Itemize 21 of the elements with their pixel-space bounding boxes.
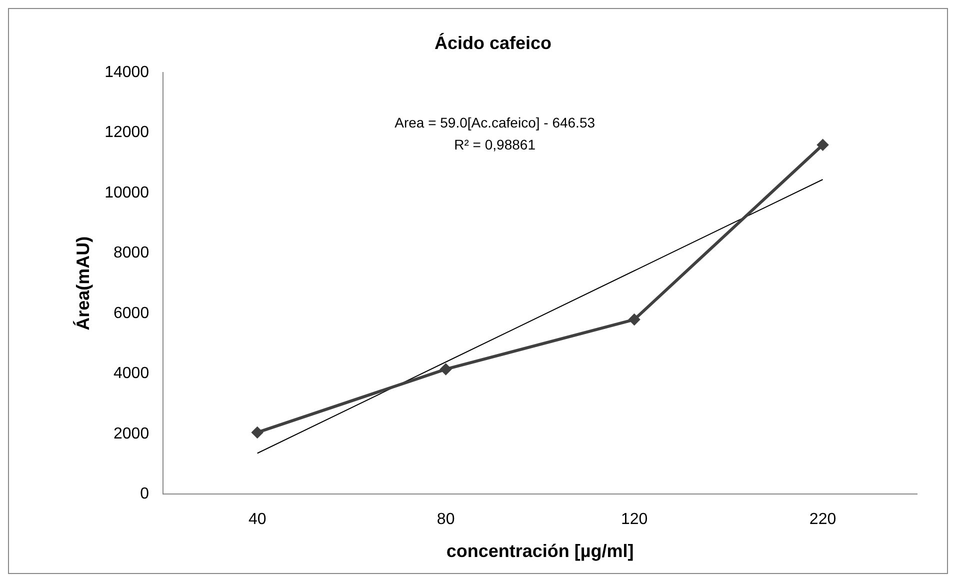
- annotation: Area = 59.0[Ac.cafeico] - 646.53: [394, 114, 596, 131]
- annotation: R² = 0,98861: [454, 136, 536, 153]
- y-tick-label: 6000: [114, 304, 150, 322]
- y-tick-label: 10000: [104, 184, 150, 202]
- chart-title: Ácido cafeico: [434, 32, 552, 53]
- point: [440, 364, 452, 375]
- y-tick-label: 8000: [114, 244, 150, 262]
- y-axis-title: Área(mAU): [72, 236, 93, 330]
- x-axis-title: concentración [µg/ml]: [446, 541, 634, 562]
- x-tick-label: 40: [248, 511, 266, 528]
- x-tick-label: 80: [436, 511, 455, 528]
- point: [628, 314, 640, 326]
- x-tick-label: 120: [620, 511, 648, 528]
- y-tick-label: 2000: [114, 425, 150, 442]
- y-tick-label: 14000: [104, 64, 150, 82]
- y-tick-label: 0: [140, 486, 150, 503]
- y-tick-label: 4000: [114, 365, 150, 382]
- y-tick-label: 12000: [104, 124, 150, 142]
- point: [252, 426, 263, 438]
- x-tick-label: 220: [809, 511, 836, 528]
- point: [817, 139, 828, 150]
